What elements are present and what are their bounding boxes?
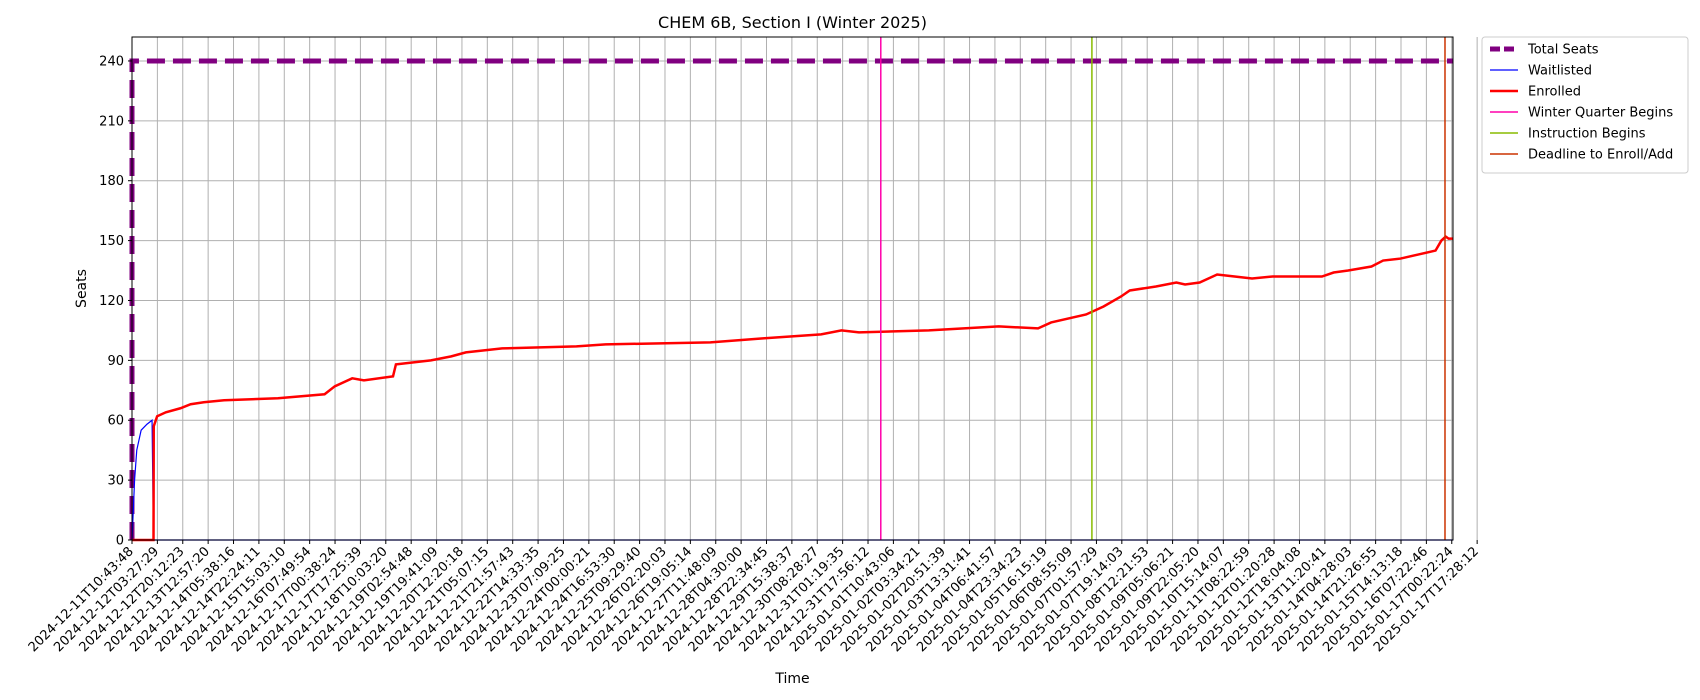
plot-frame <box>131 36 1454 541</box>
chart-title: CHEM 6B, Section I (Winter 2025) <box>658 13 927 32</box>
y-tick-label: 0 <box>116 534 124 549</box>
y-tick-label: 30 <box>107 474 124 489</box>
legend-label-deadline-to-enroll-add: Deadline to Enroll/Add <box>1528 148 1673 163</box>
legend-label-total-seats: Total Seats <box>1527 43 1599 58</box>
legend-box <box>1481 36 1689 174</box>
y-axis-ticks: 0 30 60 90 120 150 180 210 240 <box>99 54 132 549</box>
y-tick-label: 240 <box>99 54 124 69</box>
y-tick-label: 60 <box>107 414 124 429</box>
y-tick-label: 150 <box>99 234 124 249</box>
grid <box>131 37 1478 541</box>
legend-label-enrolled: Enrolled <box>1528 85 1581 100</box>
legend-label-instruction-begins: Instruction Begins <box>1528 127 1646 142</box>
y-tick-label: 210 <box>99 114 124 129</box>
x-axis-ticks: 2024-12-11T10:43:482024-12-12T03:27:2920… <box>26 540 1482 655</box>
plot-area <box>132 37 1453 540</box>
y-tick-label: 120 <box>99 294 124 309</box>
y-tick-label: 180 <box>99 174 124 189</box>
y-axis-title: Seats <box>74 269 90 308</box>
legend: Total Seats Waitlisted Enrolled Winter Quar… <box>1481 36 1689 174</box>
series-line-enrolled <box>132 235 1453 542</box>
x-axis-title: Time <box>774 671 809 687</box>
legend-label-winter-quarter-begins: Winter Quarter Begins <box>1528 106 1673 121</box>
y-tick-label: 90 <box>107 354 124 369</box>
legend-label-waitlisted: Waitlisted <box>1528 64 1592 79</box>
